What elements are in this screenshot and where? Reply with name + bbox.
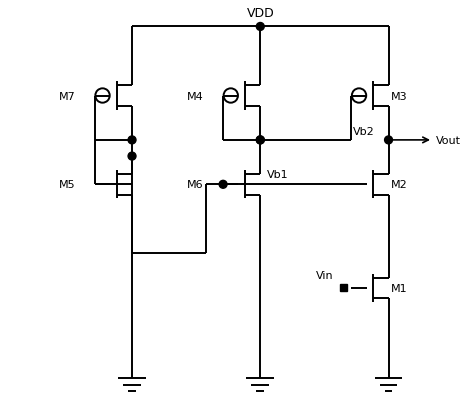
Text: Vb2: Vb2 [353,127,375,137]
Text: Vin: Vin [316,271,334,280]
Circle shape [128,153,136,161]
Text: Vout: Vout [436,135,461,145]
Circle shape [256,137,264,145]
Circle shape [256,24,264,31]
Circle shape [219,181,227,189]
Text: M3: M3 [391,91,408,101]
Text: M4: M4 [187,91,204,101]
Text: M1: M1 [391,283,408,293]
Text: Vb1: Vb1 [266,170,288,180]
Text: M5: M5 [59,180,75,190]
Circle shape [384,137,392,145]
Text: M6: M6 [187,180,204,190]
Text: M7: M7 [59,91,75,101]
Text: VDD: VDD [246,7,274,19]
Circle shape [256,137,264,145]
Text: M2: M2 [391,180,408,190]
Bar [340,285,347,292]
Circle shape [128,137,136,145]
